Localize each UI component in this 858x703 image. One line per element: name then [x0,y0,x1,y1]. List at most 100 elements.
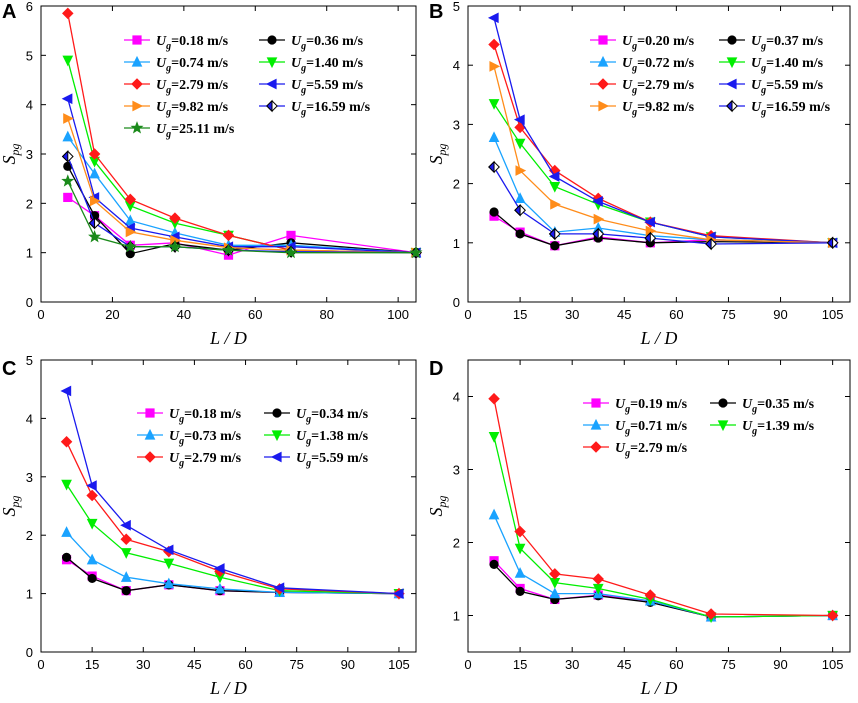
legend-prefix: U [169,407,180,422]
legend-prefix: U [615,397,626,412]
legend-prefix: U [156,56,167,71]
data-point [169,212,181,224]
legend-sub: g [631,41,637,52]
y-axis-label-main: S [426,156,446,165]
legend-sub: g [624,404,630,415]
x-tick-label: 105 [822,657,844,672]
y-tick-label: 2 [26,196,33,211]
y-tick-label: 3 [453,117,460,132]
data-point [593,213,605,225]
y-axis-label-sub: pg [8,144,22,157]
y-tick-label: 1 [453,609,460,624]
legend-prefix: U [291,34,302,49]
data-point [514,192,526,204]
data-point [489,61,501,72]
x-tick-label: 100 [387,307,409,322]
x-tick-label: 45 [617,657,631,672]
legend-value: =0.37 m/s [766,34,824,49]
legend-sub: g [178,436,184,447]
x-tick-label: 0 [37,657,44,672]
x-tick-label: 20 [105,307,119,322]
legend-prefix: U [291,100,302,115]
legend-label: Ug=16.59 m/s [751,100,831,118]
data-point [89,167,100,179]
data-point [213,563,225,574]
legend-marker [597,55,609,67]
y-axis-label: Spg [0,144,22,165]
legend-sub: g [631,107,637,118]
y-axis-label-sub: pg [435,144,449,157]
x-tick-label: 60 [669,307,683,322]
data-point [488,392,500,405]
legend-sub: g [751,404,757,415]
legend-value: =0.72 m/s [637,56,695,71]
y-axis-label: Spg [0,496,22,517]
data-point [120,548,132,559]
panel-label: B [429,1,443,23]
data-point [550,198,561,210]
y-tick-label: 2 [26,528,33,543]
y-tick-label: 4 [453,390,460,405]
legend-label: Ug=0.71 m/s [615,419,688,437]
data-point-fill [548,227,556,241]
y-tick-label: 3 [26,147,33,162]
legend-value: =2.79 m/s [184,451,242,466]
legend-label: Ug=9.82 m/s [156,100,229,118]
legend-prefix: U [622,56,633,71]
legend-prefix: U [615,441,626,456]
x-tick-label: 30 [136,657,150,672]
legend-label: Ug=0.35 m/s [742,397,815,415]
series-line [493,44,833,244]
data-point-fill [514,203,521,217]
data-point [644,216,655,228]
data-point [162,544,174,556]
data-point [86,489,98,502]
legend-marker [272,408,282,418]
data-point [121,586,131,596]
series-line [493,17,833,244]
legend-sub: g [165,107,171,118]
data-point [548,171,560,182]
data-point [62,55,74,67]
y-tick-label: 6 [26,0,33,14]
legend-value: =0.20 m/s [637,34,695,49]
data-point [549,568,561,580]
data-point [88,148,101,160]
legend-value: =16.59 m/s [766,100,831,115]
x-tick-label: 75 [721,657,735,672]
y-axis-label-main: S [0,508,19,517]
legend-sub: g [300,63,306,74]
data-point-fill [705,237,712,251]
panel-label: C [2,358,16,380]
data-point [61,479,72,491]
x-tick-label: 40 [177,307,191,322]
data-point [487,12,499,24]
data-point [488,131,500,143]
x-tick-label: 45 [617,307,631,322]
data-point [63,192,73,203]
data-point [392,588,404,599]
legend-prefix: U [291,56,302,71]
y-tick-label: 1 [453,236,460,251]
legend-marker-fill [726,99,733,113]
legend-label: Ug=16.59 m/s [291,100,371,118]
data-point [273,582,285,594]
legend-value: =0.36 m/s [306,34,364,49]
data-point [488,38,500,51]
legend-label: Ug=2.79 m/s [615,441,688,459]
legend-value: =0.74 m/s [171,56,229,71]
data-point [489,207,499,217]
legend-marker [598,35,608,45]
data-point [61,93,73,105]
y-tick-label: 5 [26,353,33,368]
legend-marker [144,451,156,463]
data-point [124,214,136,226]
legend-sub: g [631,63,637,74]
legend-marker [270,451,282,463]
data-point [125,226,137,238]
legend-sub: g [760,63,766,74]
legend-sub: g [624,426,630,437]
